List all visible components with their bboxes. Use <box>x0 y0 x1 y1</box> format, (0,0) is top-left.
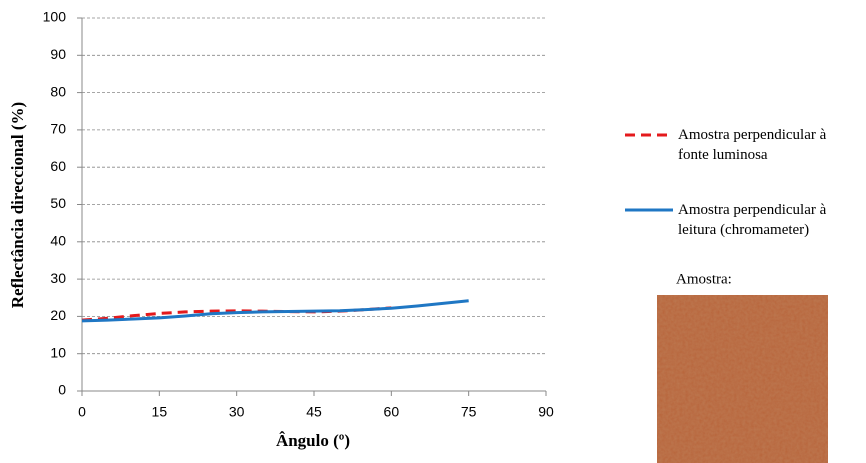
y-tick-label: 60 <box>50 158 66 174</box>
x-axis-title: Ângulo (º) <box>276 431 350 450</box>
y-tick-label: 30 <box>50 270 66 286</box>
y-tick-label: 100 <box>43 9 67 25</box>
y-tick-label: 0 <box>58 382 66 398</box>
x-tick-label: 90 <box>538 404 554 420</box>
y-tick-label: 70 <box>50 121 66 137</box>
y-tick-label: 80 <box>50 83 66 99</box>
x-tick-label: 45 <box>306 404 322 420</box>
series-line <box>81 299 469 323</box>
x-tick-label: 75 <box>461 404 477 420</box>
x-tick-label: 60 <box>384 404 400 420</box>
sample-label: Amostra: <box>676 271 732 287</box>
legend-label: Amostra perpendicular à leitura (chromam… <box>678 202 827 238</box>
y-tick-label: 40 <box>50 233 66 249</box>
y-tick-label: 10 <box>50 344 66 360</box>
sample-image <box>657 295 828 463</box>
y-tick-label: 50 <box>50 195 66 211</box>
legend-label: Amostra perpendicular à fonte luminosa <box>678 127 827 163</box>
x-tick-label: 0 <box>78 404 86 420</box>
y-axis-title: Reflectância direccional (%) <box>8 102 27 308</box>
y-tick-label: 20 <box>50 307 66 323</box>
y-tick-label: 90 <box>50 46 66 62</box>
x-tick-label: 15 <box>152 404 168 420</box>
x-tick-label: 30 <box>229 404 245 420</box>
